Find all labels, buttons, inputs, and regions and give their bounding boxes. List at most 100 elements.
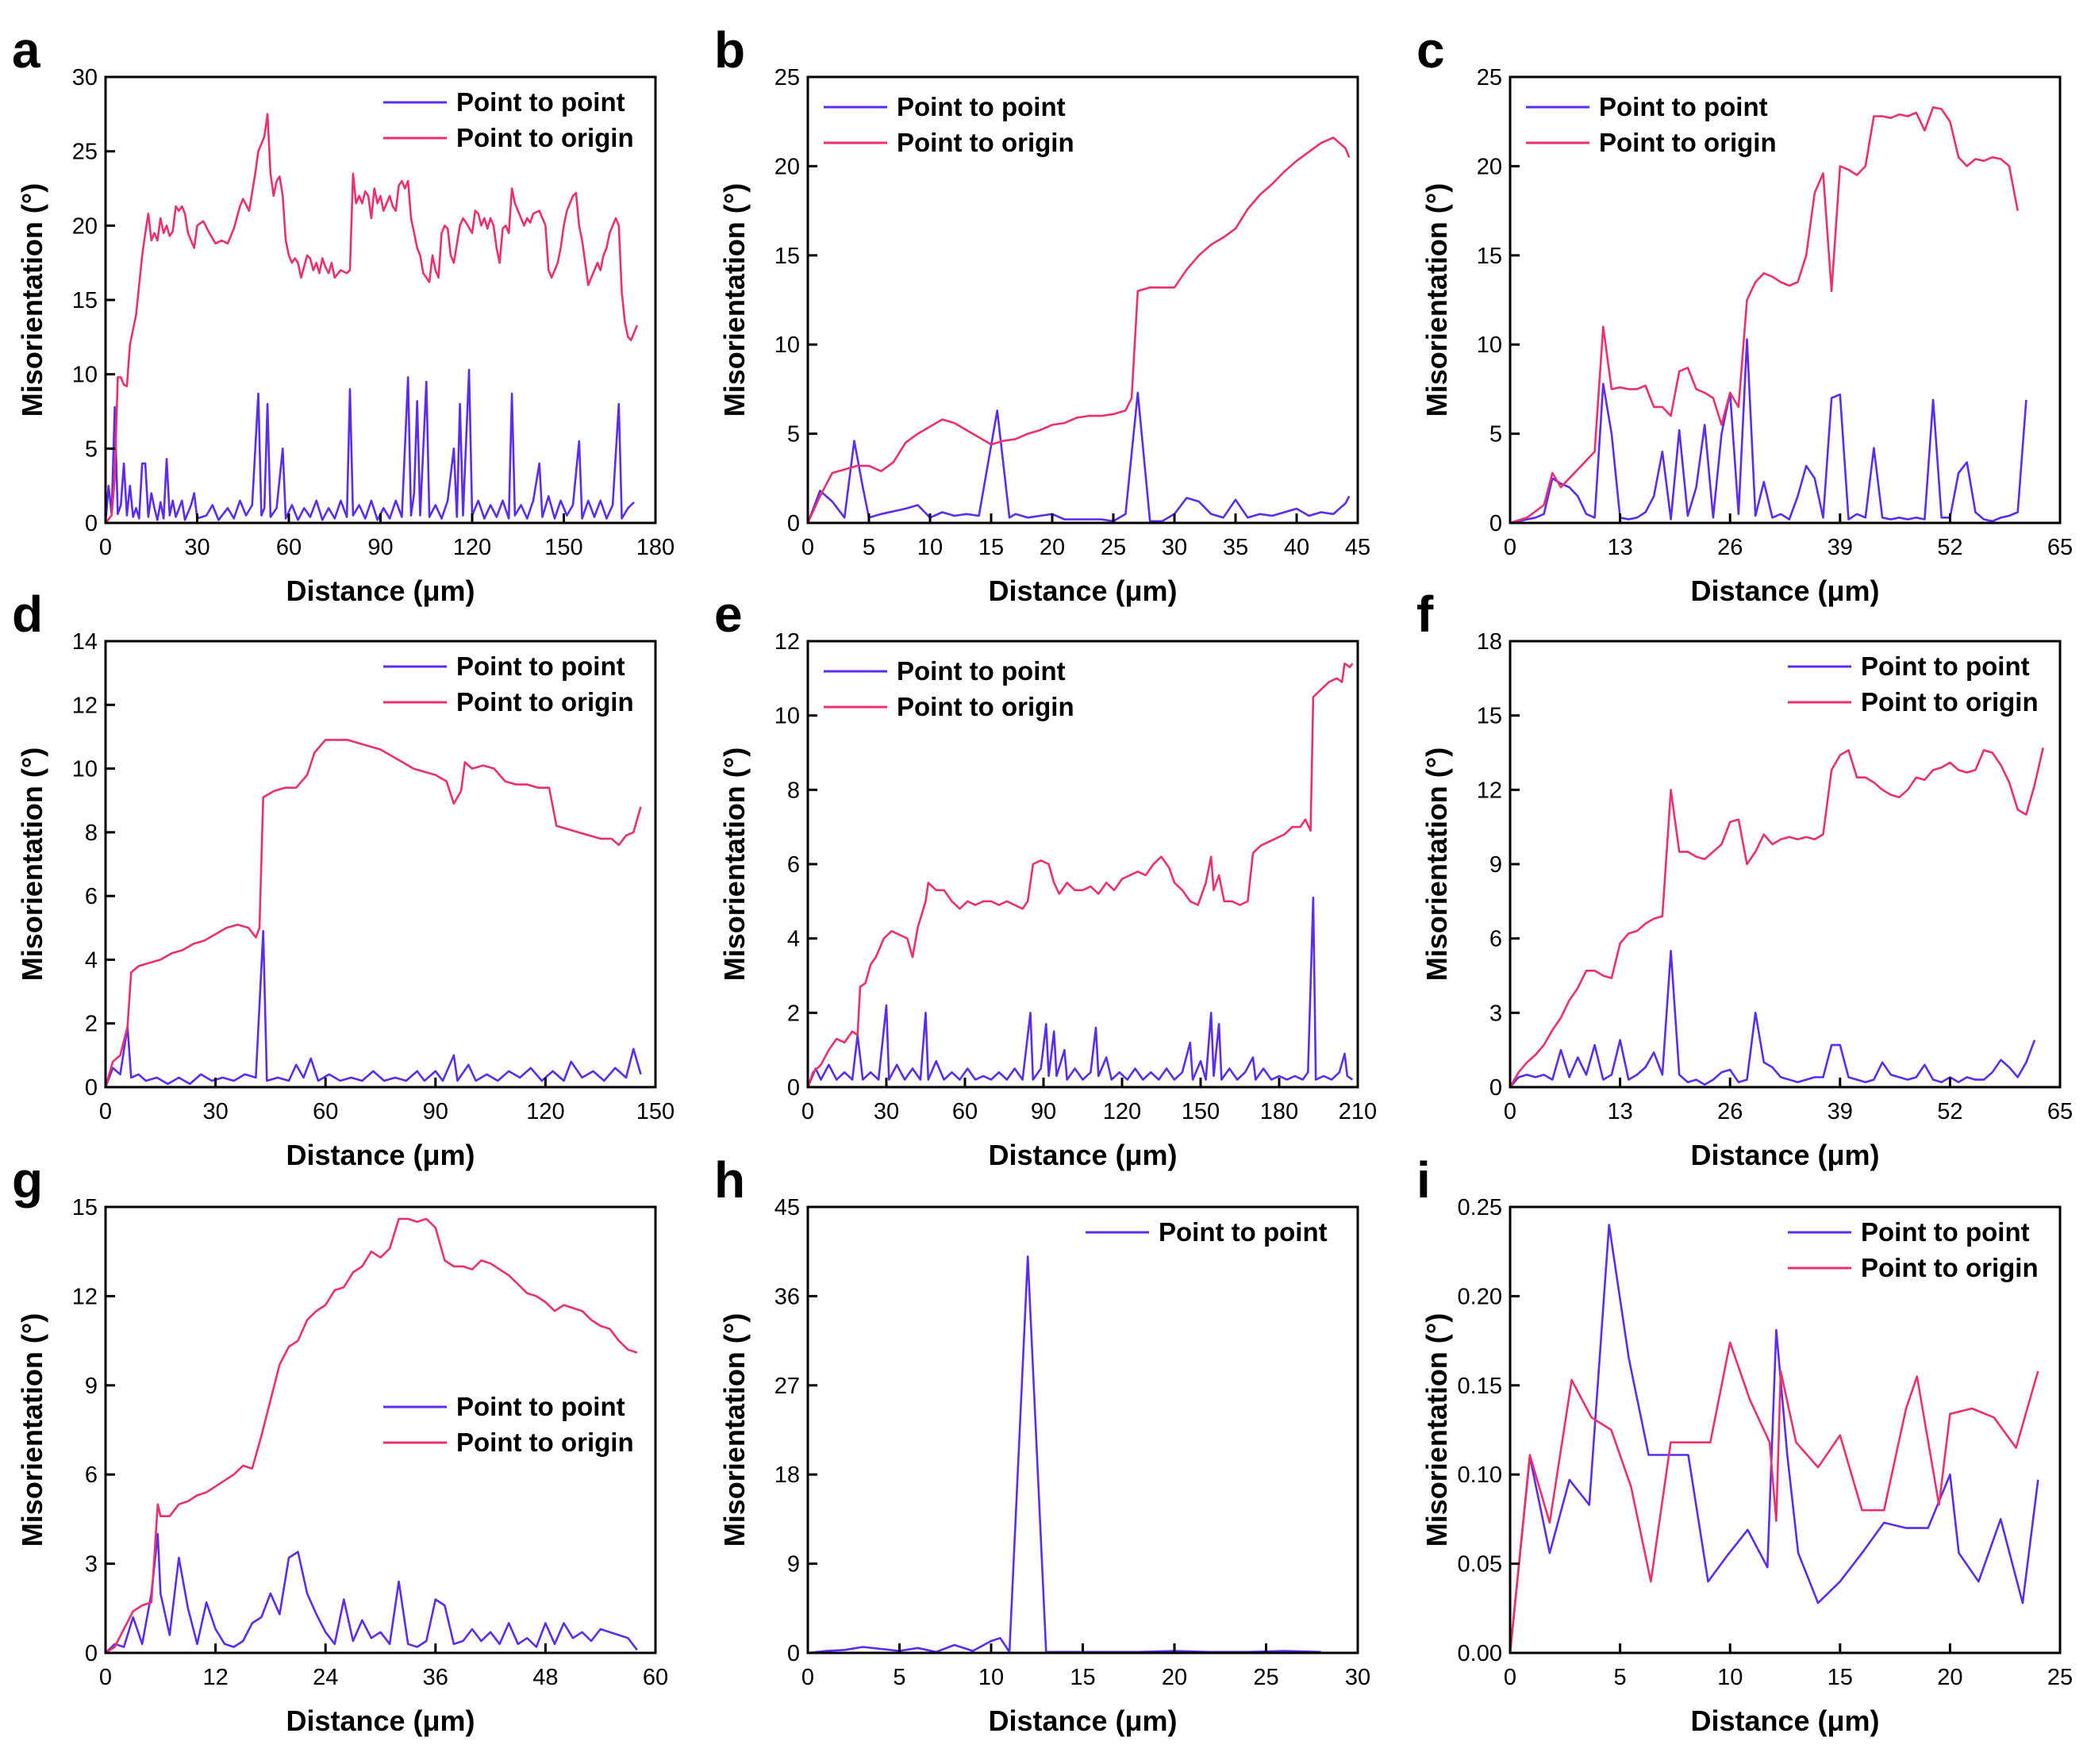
x-tick-label: 120 bbox=[526, 1099, 564, 1124]
panel-label: d bbox=[12, 586, 43, 643]
x-axis-label: Distance (μm) bbox=[286, 575, 475, 607]
x-tick-label: 150 bbox=[1182, 1099, 1220, 1124]
y-tick-label: 5 bbox=[85, 436, 98, 462]
panel-label: i bbox=[1416, 1151, 1431, 1209]
x-tick-label: 52 bbox=[1937, 1099, 1962, 1124]
y-tick-label: 9 bbox=[787, 1552, 800, 1578]
y-tick-label: 10 bbox=[774, 332, 800, 358]
chart-panel-d: d 0 30 60 90 120 150 0 2 4 6 8 10 12 14 Distance (μm) Mi… bbox=[12, 586, 675, 1171]
y-tick-label: 12 bbox=[72, 693, 98, 718]
x-axis-label: Distance (μm) bbox=[988, 1139, 1177, 1171]
plot-frame bbox=[104, 640, 657, 1089]
legend-label: Point to origin bbox=[1861, 687, 2039, 717]
x-axis-label: Distance (μm) bbox=[988, 575, 1177, 607]
x-tick-label: 30 bbox=[1345, 1665, 1370, 1690]
panel-label: c bbox=[1416, 21, 1445, 79]
y-tick-label: 25 bbox=[1477, 65, 1502, 90]
x-tick-label: 65 bbox=[2047, 535, 2073, 560]
x-tick-label: 24 bbox=[313, 1665, 338, 1690]
x-tick-label: 30 bbox=[202, 1099, 228, 1124]
y-tick-label: 0 bbox=[85, 1075, 98, 1101]
x-axis-label: Distance (μm) bbox=[286, 1704, 475, 1737]
legend-label: Point to point bbox=[456, 87, 625, 117]
x-tick-label: 180 bbox=[1260, 1099, 1298, 1124]
plot-frame bbox=[1509, 1205, 2062, 1654]
legend-label: Point to origin bbox=[456, 687, 634, 717]
legend-label: Point to point bbox=[456, 1392, 625, 1421]
series-line-point-to-origin bbox=[1509, 1341, 2039, 1654]
y-tick-label: 14 bbox=[72, 629, 98, 655]
series-line-point-to-point bbox=[1509, 1224, 2039, 1654]
x-tick-label: 0 bbox=[1504, 1665, 1516, 1690]
series-line-point-to-origin bbox=[806, 662, 1354, 1088]
x-tick-label: 0 bbox=[1504, 1099, 1516, 1124]
panel-label: e bbox=[714, 586, 743, 643]
legend-label: Point to point bbox=[1861, 651, 2030, 681]
x-tick-label: 15 bbox=[978, 535, 1004, 560]
x-tick-label: 13 bbox=[1607, 1099, 1632, 1124]
y-tick-label: 0 bbox=[1489, 1075, 1502, 1101]
series-line-point-to-point bbox=[806, 391, 1351, 524]
plot-frame bbox=[104, 1205, 657, 1654]
x-tick-label: 15 bbox=[1828, 1665, 1853, 1690]
y-tick-label: 15 bbox=[72, 1195, 98, 1220]
series-line-point-to-origin bbox=[104, 113, 639, 524]
y-tick-label: 20 bbox=[1477, 154, 1502, 179]
series-line-point-to-origin bbox=[806, 136, 1351, 524]
x-tick-label: 13 bbox=[1607, 535, 1632, 560]
x-tick-label: 20 bbox=[1040, 535, 1065, 560]
x-tick-label: 30 bbox=[184, 535, 209, 560]
x-tick-label: 35 bbox=[1223, 535, 1248, 560]
x-tick-label: 150 bbox=[544, 535, 582, 560]
y-tick-label: 18 bbox=[774, 1462, 800, 1488]
x-tick-label: 90 bbox=[1031, 1099, 1056, 1124]
y-tick-label: 15 bbox=[1477, 704, 1502, 729]
series-line-point-to-point bbox=[104, 930, 642, 1088]
x-tick-label: 10 bbox=[1717, 1665, 1743, 1690]
y-tick-label: 3 bbox=[1489, 1001, 1502, 1026]
y-tick-label: 30 bbox=[72, 65, 98, 90]
panel-label: f bbox=[1416, 586, 1434, 643]
x-tick-label: 48 bbox=[532, 1665, 558, 1690]
x-axis-label: Distance (μm) bbox=[1690, 1139, 1879, 1171]
x-axis-label: Distance (μm) bbox=[1690, 1704, 1879, 1737]
y-axis-label: Misorientation (°) bbox=[16, 1313, 48, 1547]
y-tick-label: 4 bbox=[787, 927, 800, 952]
y-tick-label: 0.20 bbox=[1458, 1284, 1502, 1309]
x-tick-label: 0 bbox=[801, 1099, 814, 1124]
y-tick-label: 9 bbox=[1489, 852, 1502, 878]
y-axis-label: Misorientation (°) bbox=[718, 1313, 751, 1547]
y-tick-label: 25 bbox=[774, 65, 800, 90]
x-axis-label: Distance (μm) bbox=[286, 1139, 475, 1171]
x-tick-label: 40 bbox=[1284, 535, 1309, 560]
x-tick-label: 0 bbox=[99, 1665, 112, 1690]
series-line-point-to-point bbox=[1509, 950, 2036, 1088]
y-tick-label: 0.10 bbox=[1458, 1462, 1502, 1488]
x-tick-label: 25 bbox=[1101, 535, 1126, 560]
legend-label: Point to point bbox=[1159, 1217, 1328, 1247]
x-axis-label: Distance (μm) bbox=[1690, 575, 1879, 607]
y-tick-label: 27 bbox=[774, 1374, 800, 1399]
y-axis-label: Misorientation (°) bbox=[1420, 747, 1453, 981]
series-line-point-to-origin bbox=[1509, 747, 2044, 1088]
y-axis-label: Misorientation (°) bbox=[718, 183, 751, 417]
series-line-point-to-origin bbox=[1509, 106, 2019, 525]
panel-label: b bbox=[714, 21, 745, 79]
y-tick-label: 18 bbox=[1477, 629, 1502, 655]
series-line-point-to-origin bbox=[105, 1217, 638, 1654]
x-tick-label: 30 bbox=[874, 1099, 899, 1124]
x-tick-label: 120 bbox=[453, 535, 491, 560]
legend-label: Point to point bbox=[897, 92, 1066, 121]
x-tick-label: 5 bbox=[863, 535, 875, 560]
series-line-point-to-origin bbox=[104, 739, 642, 1088]
plot-frame bbox=[806, 1205, 1359, 1654]
y-tick-label: 36 bbox=[774, 1284, 800, 1309]
y-tick-label: 0 bbox=[85, 1641, 98, 1666]
x-tick-label: 20 bbox=[1937, 1665, 1962, 1690]
x-tick-label: 0 bbox=[801, 1665, 814, 1690]
chart-panel-i: i 0 5 10 15 20 25 0.00 0.05 0.10 0.15 0.20 0.25 Dista… bbox=[1416, 1151, 2073, 1737]
plot-frame bbox=[806, 640, 1359, 1089]
y-tick-label: 0 bbox=[787, 1075, 800, 1101]
